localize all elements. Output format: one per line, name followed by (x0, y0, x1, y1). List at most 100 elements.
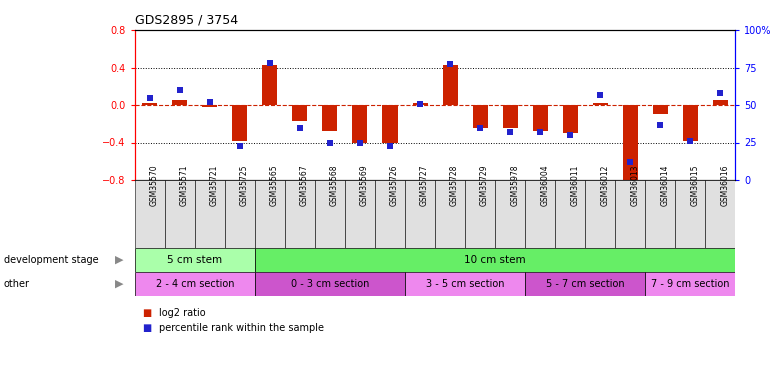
Bar (473, 105, 487, 128)
Text: GSM35726: GSM35726 (390, 165, 399, 206)
Text: GSM35568: GSM35568 (330, 165, 339, 206)
Text: GSM35721: GSM35721 (209, 165, 219, 206)
Bar (675, 180, 705, 248)
Point (624, 159, 636, 165)
Point (354, 140, 367, 146)
Bar (525, 272, 645, 296)
Point (414, 100, 427, 106)
Text: GSM35727: GSM35727 (420, 165, 429, 206)
Bar (203, 105, 217, 107)
Text: 5 cm stem: 5 cm stem (167, 255, 223, 265)
Text: GSM36014: GSM36014 (660, 165, 669, 206)
Bar (713, 100, 728, 105)
Point (263, 60, 276, 66)
Bar (345, 180, 375, 248)
Text: 3 - 5 cm section: 3 - 5 cm section (426, 279, 504, 289)
Point (594, 92, 607, 98)
Text: GSM35571: GSM35571 (179, 165, 189, 206)
Text: 7 - 9 cm section: 7 - 9 cm section (651, 279, 729, 289)
Bar (683, 105, 698, 141)
Bar (645, 180, 675, 248)
Text: GSM35725: GSM35725 (240, 165, 249, 206)
Bar (495, 180, 525, 248)
Text: GSM35729: GSM35729 (480, 165, 489, 206)
Bar (142, 103, 157, 105)
Bar (255, 180, 285, 248)
Text: GSM35569: GSM35569 (360, 165, 369, 206)
Text: GSM35728: GSM35728 (450, 165, 459, 206)
Bar (435, 180, 465, 248)
Bar (315, 180, 345, 248)
Bar (653, 105, 668, 114)
Point (654, 122, 666, 128)
Text: percentile rank within the sample: percentile rank within the sample (159, 323, 324, 333)
Bar (525, 180, 555, 248)
Bar (255, 248, 735, 272)
Point (504, 129, 516, 135)
Point (323, 140, 336, 146)
Text: GSM35570: GSM35570 (149, 165, 159, 206)
Text: development stage: development stage (4, 255, 99, 265)
Bar (172, 100, 187, 105)
Point (293, 124, 306, 130)
Text: GSM35567: GSM35567 (300, 165, 309, 206)
Point (684, 138, 696, 144)
Point (715, 90, 727, 96)
Bar (285, 180, 315, 248)
Bar (375, 180, 405, 248)
Bar (263, 64, 277, 105)
Text: GSM36012: GSM36012 (601, 165, 609, 206)
Bar (465, 180, 495, 248)
Point (534, 129, 547, 135)
Bar (353, 105, 367, 142)
Point (173, 87, 186, 93)
Bar (593, 103, 608, 105)
Point (564, 132, 576, 138)
Bar (413, 103, 427, 105)
Bar (503, 105, 517, 128)
Bar (405, 180, 435, 248)
Point (444, 62, 456, 68)
Text: ▶: ▶ (115, 255, 124, 265)
Text: ▶: ▶ (115, 279, 124, 289)
Bar (443, 64, 457, 105)
Bar (293, 105, 307, 121)
Bar (585, 180, 615, 248)
Text: GSM36013: GSM36013 (630, 165, 639, 206)
Text: GSM35565: GSM35565 (270, 165, 279, 206)
Text: GSM36016: GSM36016 (721, 165, 729, 206)
Text: ■: ■ (142, 308, 152, 318)
Text: 0 - 3 cm section: 0 - 3 cm section (291, 279, 369, 289)
Bar (705, 180, 735, 248)
Text: 2 - 4 cm section: 2 - 4 cm section (156, 279, 234, 289)
Text: GSM36015: GSM36015 (690, 165, 699, 206)
Point (234, 142, 246, 148)
Point (143, 94, 156, 100)
Point (203, 99, 216, 105)
Bar (383, 105, 397, 142)
Bar (533, 105, 547, 131)
Text: other: other (4, 279, 30, 289)
Bar (135, 180, 165, 248)
Bar (615, 180, 645, 248)
Text: 10 cm stem: 10 cm stem (464, 255, 526, 265)
Text: GSM36011: GSM36011 (570, 165, 579, 206)
Bar (195, 180, 225, 248)
Bar (563, 105, 578, 133)
Bar (165, 180, 195, 248)
Text: GDS2895 / 3754: GDS2895 / 3754 (135, 13, 238, 26)
Bar (555, 180, 585, 248)
Point (383, 142, 396, 148)
Bar (323, 105, 337, 131)
Point (474, 124, 487, 130)
Bar (225, 180, 255, 248)
Bar (623, 105, 638, 185)
Bar (135, 248, 255, 272)
Bar (233, 105, 247, 141)
Text: 5 - 7 cm section: 5 - 7 cm section (546, 279, 624, 289)
Bar (135, 272, 255, 296)
Text: GSM35978: GSM35978 (510, 165, 519, 206)
Bar (645, 272, 735, 296)
Text: log2 ratio: log2 ratio (159, 308, 206, 318)
Bar (405, 272, 525, 296)
